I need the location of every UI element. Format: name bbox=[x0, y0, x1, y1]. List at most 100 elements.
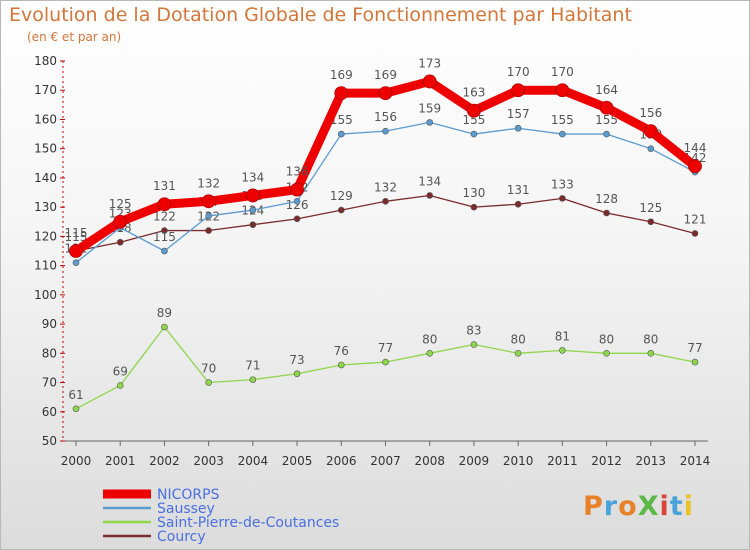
data-label: 125 bbox=[109, 197, 132, 211]
data-point bbox=[422, 74, 437, 89]
legend-label: Courcy bbox=[157, 529, 206, 545]
data-label: 128 bbox=[595, 192, 618, 206]
x-tick-label: 2013 bbox=[636, 454, 667, 468]
y-tick-label: 160 bbox=[34, 112, 57, 126]
logo-letter: t bbox=[669, 491, 684, 522]
data-point bbox=[511, 83, 526, 98]
data-label: 169 bbox=[330, 68, 353, 82]
x-tick-label: 2014 bbox=[680, 454, 711, 468]
data-label: 133 bbox=[551, 177, 574, 191]
data-point bbox=[514, 200, 522, 208]
data-point bbox=[559, 347, 566, 354]
data-label: 83 bbox=[466, 324, 481, 338]
x-tick-label: 2002 bbox=[149, 454, 180, 468]
y-tick-label: 110 bbox=[34, 259, 57, 273]
data-point bbox=[201, 194, 216, 209]
x-tick-label: 2004 bbox=[238, 454, 269, 468]
logo-letter: P bbox=[583, 491, 604, 522]
data-point bbox=[337, 206, 345, 214]
y-tick-label: 180 bbox=[34, 54, 57, 68]
data-point bbox=[555, 83, 570, 98]
data-label: 121 bbox=[684, 212, 707, 226]
logo-letter: X bbox=[637, 491, 660, 522]
data-label: 156 bbox=[374, 110, 397, 124]
data-point bbox=[647, 218, 655, 226]
y-tick-label: 80 bbox=[42, 346, 57, 360]
chart-title: Evolution de la Dotation Globale de Fonc… bbox=[9, 4, 632, 26]
data-point bbox=[643, 124, 658, 139]
legend-label: NICORPS bbox=[157, 487, 220, 503]
y-tick-label: 50 bbox=[42, 434, 57, 448]
data-point bbox=[382, 127, 389, 135]
x-tick-label: 2005 bbox=[282, 454, 313, 468]
data-label: 130 bbox=[462, 186, 485, 200]
data-label: 115 bbox=[65, 226, 88, 240]
logo-letter: o bbox=[618, 491, 638, 522]
data-point bbox=[559, 195, 566, 202]
data-point bbox=[116, 238, 124, 246]
data-label: 170 bbox=[507, 65, 530, 79]
logo-letter: r bbox=[603, 491, 619, 522]
data-label: 125 bbox=[639, 201, 662, 215]
data-label: 77 bbox=[687, 341, 702, 355]
data-point bbox=[470, 130, 478, 138]
data-point bbox=[157, 197, 172, 212]
data-point bbox=[470, 203, 478, 211]
data-label: 169 bbox=[374, 68, 397, 82]
data-label: 134 bbox=[418, 174, 441, 188]
data-label: 115 bbox=[153, 230, 176, 244]
data-label: 73 bbox=[289, 353, 304, 367]
data-point bbox=[334, 86, 349, 101]
data-point bbox=[514, 124, 522, 132]
data-label: 131 bbox=[153, 179, 176, 193]
data-point bbox=[337, 130, 345, 138]
proxiti-logo: ProXiti bbox=[583, 491, 694, 522]
data-point bbox=[691, 230, 699, 237]
data-label: 122 bbox=[153, 210, 176, 224]
data-label: 159 bbox=[418, 101, 441, 115]
x-tick-label: 2003 bbox=[193, 454, 224, 468]
data-point bbox=[205, 379, 212, 386]
data-point bbox=[113, 214, 128, 229]
chart-subtitle: (en € et par an) bbox=[27, 30, 122, 44]
y-tick-label: 90 bbox=[42, 317, 57, 331]
data-label: 115 bbox=[65, 230, 88, 244]
x-tick-label: 2012 bbox=[591, 454, 622, 468]
data-label: 173 bbox=[418, 56, 441, 70]
data-label: 136 bbox=[286, 165, 309, 179]
data-point bbox=[161, 227, 168, 234]
data-label: 80 bbox=[643, 332, 658, 346]
data-point bbox=[161, 247, 168, 255]
x-tick-label: 2010 bbox=[503, 454, 534, 468]
data-point bbox=[69, 244, 83, 258]
data-point bbox=[647, 145, 655, 152]
data-point bbox=[116, 382, 124, 389]
data-point bbox=[467, 103, 481, 118]
x-tick-label: 2001 bbox=[105, 454, 136, 468]
data-label: 129 bbox=[330, 189, 353, 203]
y-tick-label: 170 bbox=[34, 83, 57, 97]
data-label: 69 bbox=[113, 364, 128, 378]
data-point bbox=[293, 370, 301, 378]
data-point bbox=[514, 350, 522, 357]
data-point bbox=[245, 188, 260, 203]
data-label: 89 bbox=[157, 306, 172, 320]
x-tick-label: 2011 bbox=[547, 454, 578, 468]
data-label: 163 bbox=[462, 86, 485, 100]
data-point bbox=[426, 119, 434, 126]
data-label: 134 bbox=[241, 170, 264, 184]
legend-label: Saussey bbox=[157, 501, 215, 517]
data-point bbox=[249, 376, 257, 383]
data-point bbox=[603, 350, 610, 357]
data-point bbox=[205, 212, 212, 220]
x-tick-label: 2008 bbox=[414, 454, 445, 468]
data-point bbox=[599, 100, 614, 115]
data-label: 156 bbox=[639, 106, 662, 120]
data-label: 71 bbox=[245, 359, 260, 373]
y-tick-label: 70 bbox=[42, 376, 57, 390]
data-point bbox=[426, 350, 434, 357]
data-point bbox=[205, 227, 212, 234]
data-point bbox=[470, 341, 478, 348]
data-label: 76 bbox=[334, 344, 349, 358]
y-tick-label: 130 bbox=[34, 200, 57, 214]
